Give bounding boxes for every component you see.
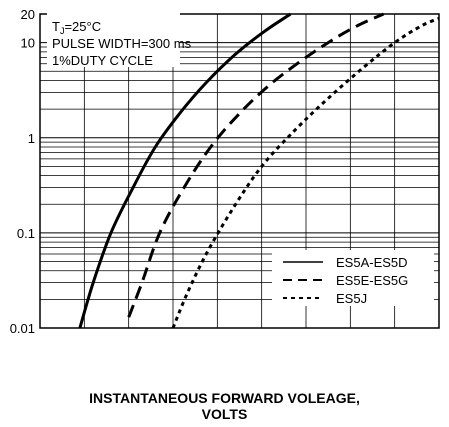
condition-duty-cycle: 1%DUTY CYCLE xyxy=(52,53,153,68)
x-tick-labels: 0.2 0.6 1.0 1.4 1.8 2.0 xyxy=(31,337,448,340)
x-axis-label-line1: INSTANTANEOUS FORWARD VOLEAGE, xyxy=(89,390,360,406)
legend-item-es5j: ES5J xyxy=(283,291,367,306)
x-tick-label: 0.2 xyxy=(31,337,49,340)
conditions-box: TJ=25°C PULSE WIDTH=300 ms 1%DUTY CYCLE xyxy=(47,11,192,68)
x-tick-label: 0.6 xyxy=(120,337,138,340)
legend-item-es5a-es5d: ES5A-ES5D xyxy=(283,255,408,270)
condition-pulse-width: PULSE WIDTH=300 ms xyxy=(52,36,192,51)
legend-label-es5a-es5d: ES5A-ES5D xyxy=(336,255,408,270)
curves xyxy=(78,12,440,329)
y-tick-labels: 0.01 0.1 1 10 20 xyxy=(10,7,35,336)
legend-label-es5e-es5g: ES5E-ES5G xyxy=(336,273,408,288)
y-tick-label: 0.1 xyxy=(17,226,35,241)
x-axis-label-line2: VOLTS xyxy=(201,406,248,422)
legend-item-es5e-es5g: ES5E-ES5G xyxy=(283,273,408,288)
x-tick-label: 1.8 xyxy=(386,337,404,340)
x-tick-label: 2.0 xyxy=(430,337,448,340)
y-tick-label: 1 xyxy=(28,131,35,146)
x-tick-label: 1.0 xyxy=(208,337,226,340)
plot-frame xyxy=(39,13,440,329)
y-tick-label: 10 xyxy=(21,36,35,51)
y-tick-label: 20 xyxy=(21,7,35,22)
legend-label-es5j: ES5J xyxy=(336,291,367,306)
condition-temperature: TJ=25°C xyxy=(52,19,101,36)
forward-voltage-chart: 0.2 0.6 1.0 1.4 1.8 2.0 0.01 0.1 1 10 20 TJ=25°C … xyxy=(10,7,448,340)
y-tick-label: 0.01 xyxy=(10,321,35,336)
legend: ES5A-ES5D ES5E-ES5G ES5J xyxy=(272,250,434,306)
series-line-es5j xyxy=(171,17,440,329)
series-line-es5a-es5d xyxy=(78,12,292,329)
x-tick-label: 1.4 xyxy=(297,337,315,340)
